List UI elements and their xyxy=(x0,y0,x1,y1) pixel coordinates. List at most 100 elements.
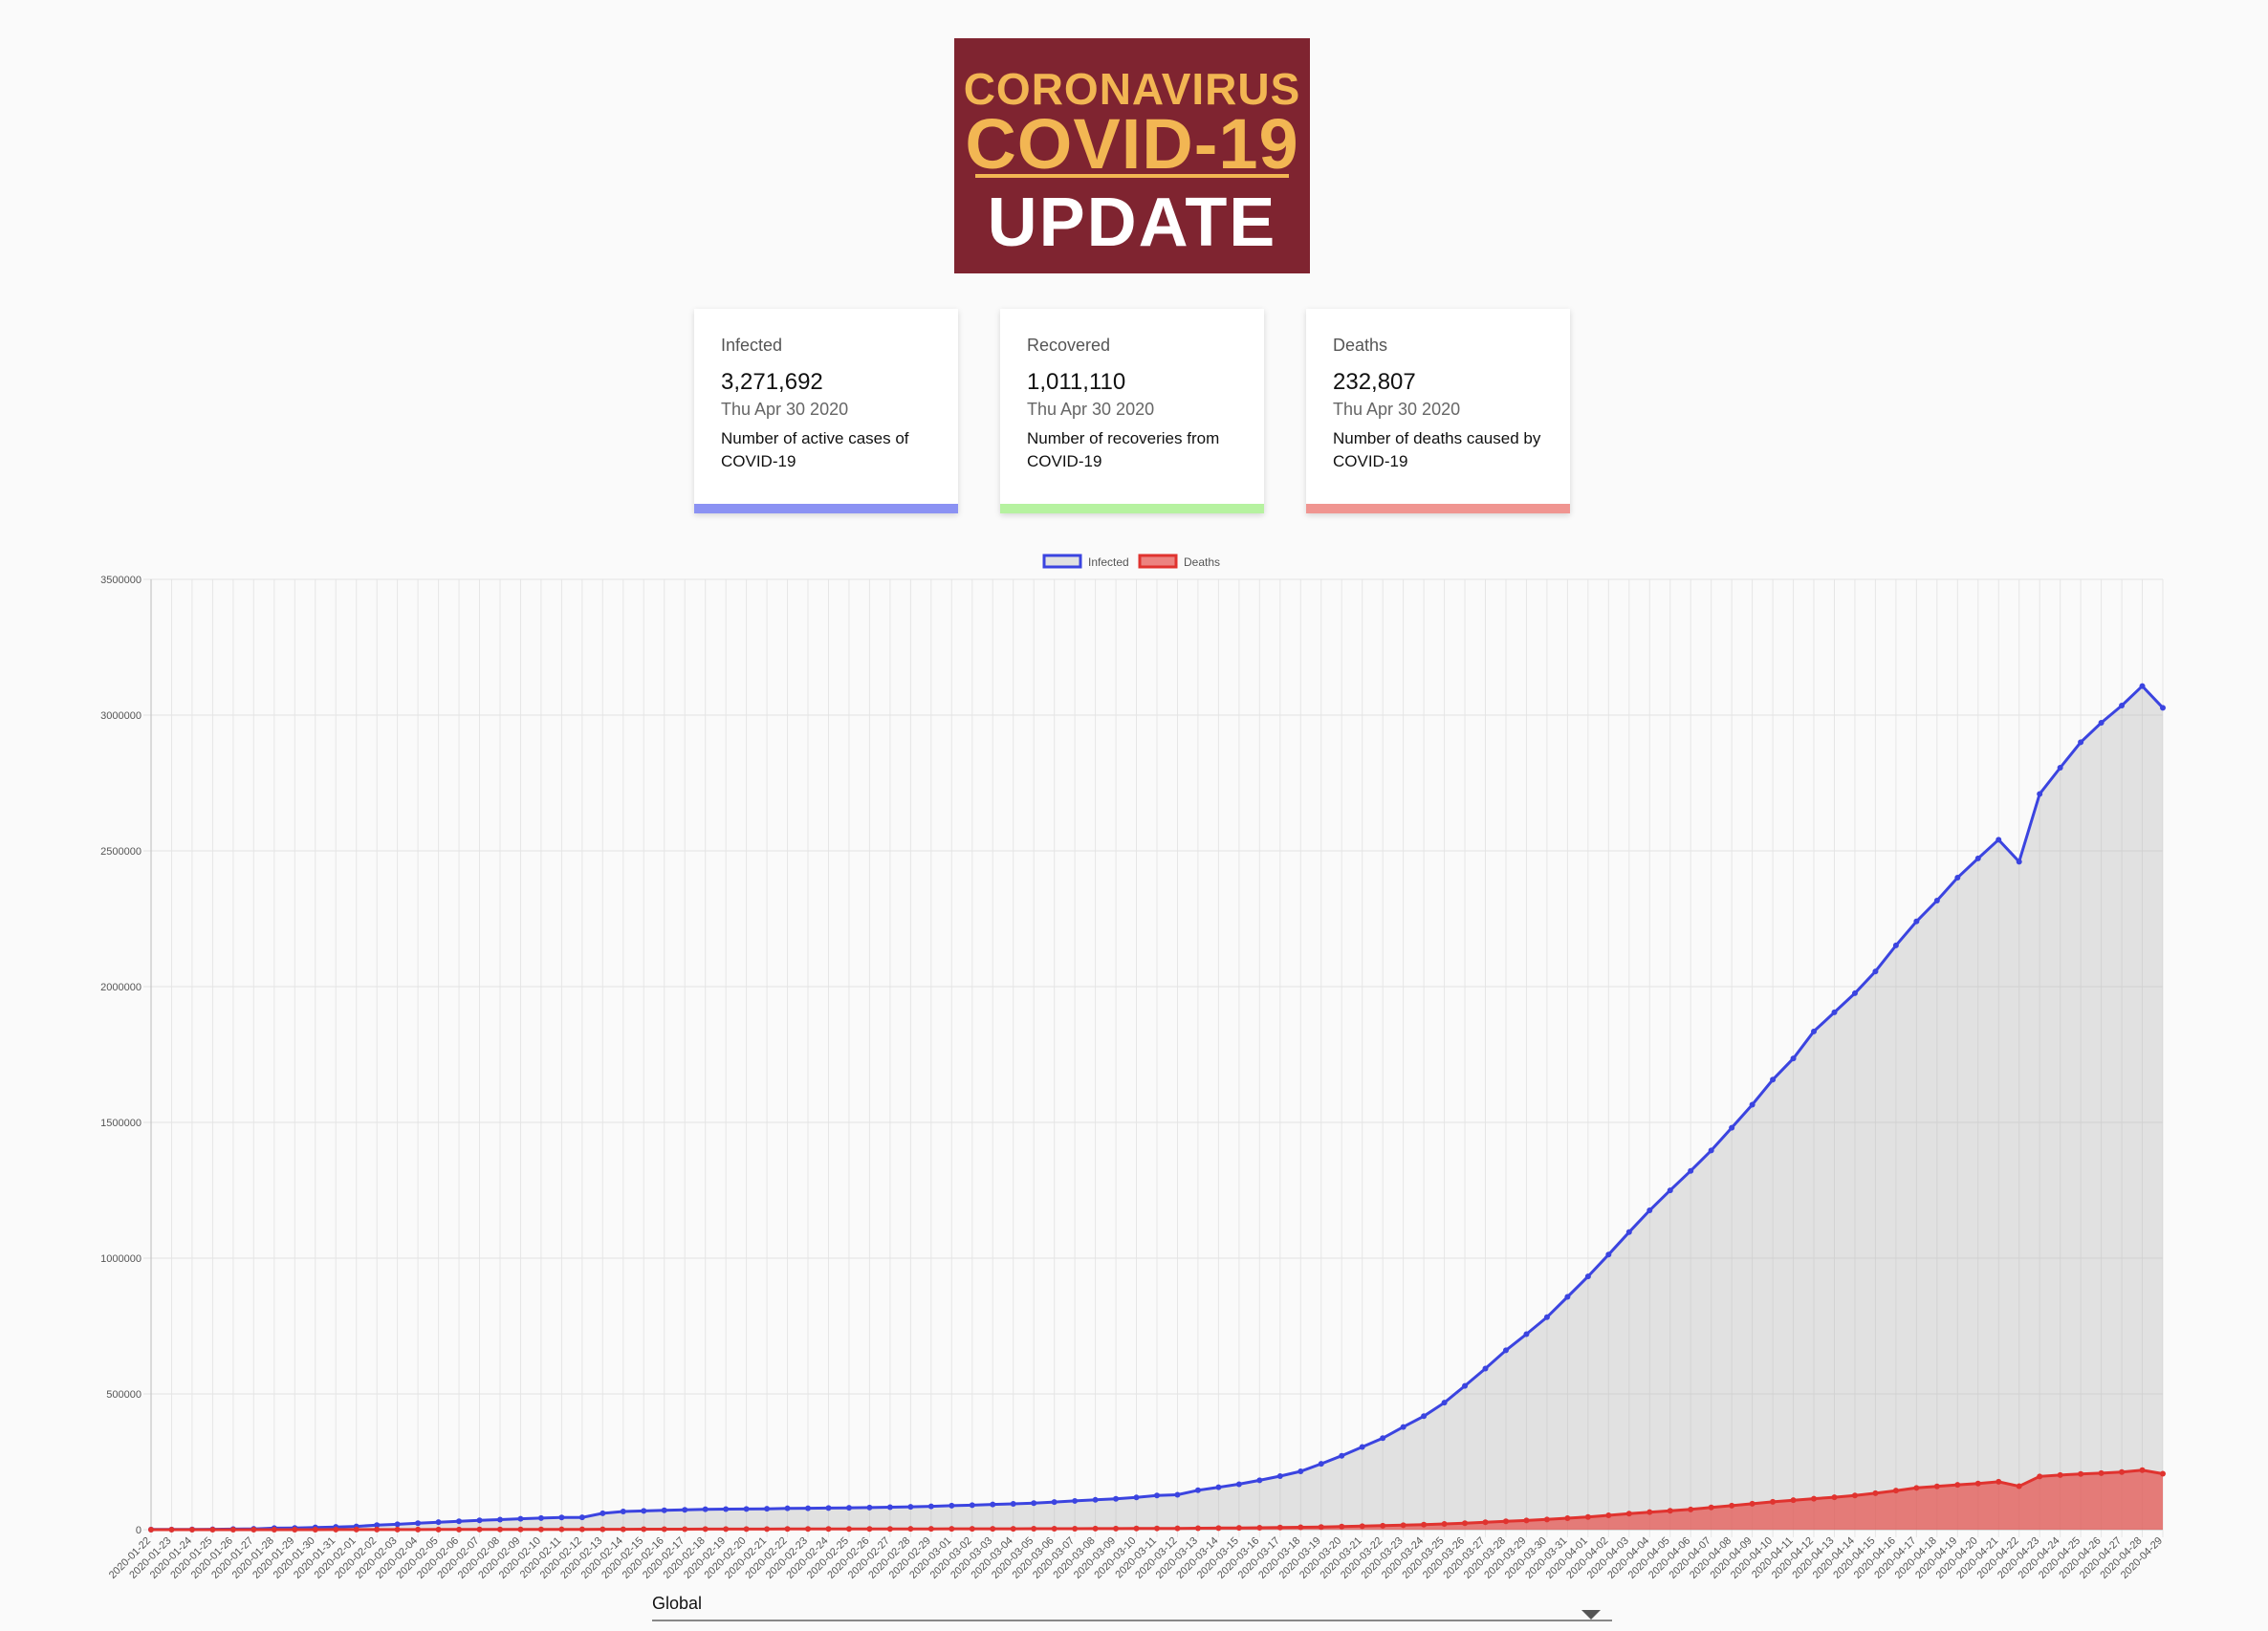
data-point xyxy=(784,1526,791,1533)
data-point xyxy=(1584,1513,1591,1520)
data-point xyxy=(1072,1497,1079,1504)
cases-line-chart: 0 500000 1000000 1500000 2000000 2500000 30000… xyxy=(100,554,2166,1581)
data-point xyxy=(1092,1496,1099,1503)
data-point xyxy=(2057,1471,2063,1478)
data-point xyxy=(1441,1400,1448,1406)
data-point xyxy=(1831,1494,1838,1501)
data-point xyxy=(2098,720,2104,727)
data-point xyxy=(1625,1511,1632,1517)
card-title: Recovered xyxy=(1027,336,1111,355)
data-point xyxy=(1318,1524,1324,1531)
data-point xyxy=(517,1526,524,1533)
data-point xyxy=(1729,1502,1735,1509)
data-point xyxy=(2119,702,2126,708)
data-point xyxy=(1298,1468,1304,1474)
data-point xyxy=(1072,1525,1079,1532)
data-point xyxy=(1954,1482,1961,1489)
legend-swatch-deaths xyxy=(1138,554,1178,569)
data-point xyxy=(1543,1516,1550,1523)
series-area-deaths xyxy=(151,1469,2163,1530)
logo-line-1: CORONAVIRUS xyxy=(963,64,1301,114)
data-point xyxy=(969,1502,975,1509)
data-point xyxy=(949,1526,955,1533)
data-point xyxy=(517,1515,524,1522)
data-point xyxy=(1380,1435,1386,1442)
data-point xyxy=(292,1526,298,1533)
data-point xyxy=(1339,1452,1345,1459)
chevron-down-icon[interactable] xyxy=(1581,1610,1601,1620)
card-value: 1,011,110 xyxy=(1027,369,1126,395)
data-point xyxy=(2160,705,2166,711)
data-point xyxy=(1256,1477,1263,1484)
data-point xyxy=(1421,1413,1428,1420)
data-point xyxy=(1913,1485,1920,1491)
legend-label-infected: Infected xyxy=(1088,555,1129,569)
y-tick-label: 2000000 xyxy=(100,982,142,993)
data-point xyxy=(1954,875,1961,881)
data-point xyxy=(1276,1473,1283,1480)
data-point xyxy=(353,1526,360,1533)
data-point xyxy=(969,1526,975,1533)
data-point xyxy=(415,1520,422,1527)
data-point xyxy=(1770,1076,1777,1083)
data-point xyxy=(1400,1522,1407,1529)
data-point xyxy=(1441,1520,1448,1527)
data-point xyxy=(1913,918,1920,924)
data-point xyxy=(620,1526,626,1533)
data-point xyxy=(886,1504,893,1511)
data-point xyxy=(1113,1525,1120,1532)
data-point xyxy=(1872,968,1879,975)
data-point xyxy=(1215,1525,1222,1532)
data-point xyxy=(1092,1525,1099,1532)
y-tick-label: 3500000 xyxy=(100,575,142,586)
data-point xyxy=(1523,1331,1530,1337)
data-point xyxy=(2119,1468,2126,1475)
data-point xyxy=(456,1526,463,1533)
data-point xyxy=(661,1526,667,1533)
data-point xyxy=(2139,683,2146,689)
country-select[interactable]: Global xyxy=(652,1591,1612,1621)
data-point xyxy=(1749,1101,1756,1108)
data-point xyxy=(907,1504,914,1511)
data-point xyxy=(1031,1500,1037,1507)
data-point xyxy=(2016,1483,2022,1490)
data-point xyxy=(394,1521,401,1528)
data-point xyxy=(148,1526,154,1533)
data-point xyxy=(723,1506,730,1512)
data-point xyxy=(1010,1526,1016,1533)
data-point xyxy=(1974,855,1981,861)
data-point xyxy=(1400,1424,1407,1430)
country-select-value: Global xyxy=(652,1594,703,1613)
deaths-card: Deaths 232,807 Thu Apr 30 2020 Number of… xyxy=(1306,309,1570,513)
data-point xyxy=(1646,1207,1653,1213)
card-title: Infected xyxy=(721,336,783,355)
data-point xyxy=(1194,1487,1201,1493)
data-point xyxy=(1523,1517,1530,1524)
data-point xyxy=(682,1507,688,1513)
data-point xyxy=(1359,1523,1365,1530)
data-point xyxy=(1974,1480,1981,1487)
logo-divider xyxy=(975,174,1289,178)
data-point xyxy=(990,1526,996,1533)
data-point xyxy=(1688,1506,1694,1512)
data-point xyxy=(1688,1167,1694,1174)
data-point xyxy=(1995,837,2002,843)
data-point xyxy=(333,1526,339,1533)
data-point xyxy=(1543,1314,1550,1320)
data-point xyxy=(578,1514,585,1521)
data-point xyxy=(1564,1294,1571,1300)
data-point xyxy=(1051,1499,1058,1506)
data-point xyxy=(1831,1009,1838,1015)
data-point xyxy=(1298,1524,1304,1531)
data-point xyxy=(1339,1523,1345,1530)
data-point xyxy=(2160,1470,2166,1477)
data-point xyxy=(907,1526,914,1533)
logo-line-3: UPDATE xyxy=(987,185,1277,261)
data-point xyxy=(271,1526,277,1533)
data-point xyxy=(2139,1467,2146,1473)
data-point xyxy=(1564,1515,1571,1522)
data-point xyxy=(702,1526,709,1533)
data-point xyxy=(784,1505,791,1511)
data-point xyxy=(825,1505,832,1511)
data-point xyxy=(682,1526,688,1533)
